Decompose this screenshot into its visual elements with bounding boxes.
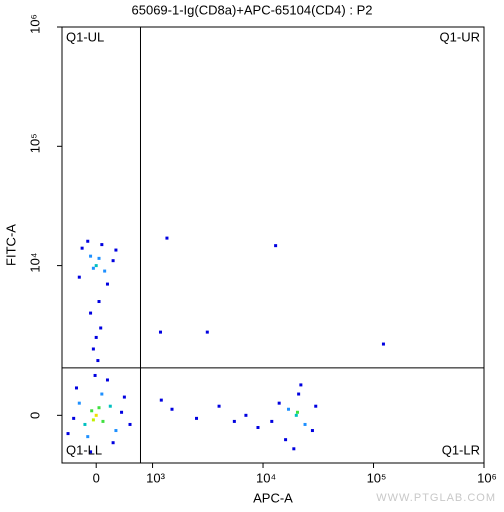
- point: [158, 330, 162, 334]
- point: [286, 407, 290, 411]
- x-tick-label: 0: [93, 470, 100, 485]
- point: [170, 407, 174, 411]
- point: [111, 259, 115, 263]
- point: [294, 413, 298, 417]
- quadrant-label: Q1-UR: [440, 29, 480, 44]
- point: [105, 378, 109, 382]
- point: [381, 342, 385, 346]
- point: [274, 244, 278, 248]
- point: [74, 386, 78, 390]
- point: [94, 264, 98, 268]
- point: [205, 330, 209, 334]
- point: [303, 422, 307, 426]
- point: [103, 269, 107, 273]
- point: [90, 409, 94, 413]
- quadrant-label: Q1-LL: [66, 442, 102, 457]
- point: [91, 347, 95, 351]
- point: [244, 413, 248, 417]
- point: [120, 410, 124, 414]
- point: [96, 359, 100, 363]
- point: [284, 438, 288, 442]
- point: [86, 435, 90, 439]
- point: [159, 398, 163, 402]
- x-tick-label: 10³: [146, 470, 165, 485]
- point: [114, 429, 118, 433]
- point: [217, 404, 221, 408]
- watermark: WWW.PTGLAB.COM: [376, 492, 496, 504]
- point: [97, 406, 101, 410]
- point: [77, 401, 81, 405]
- point: [77, 275, 81, 279]
- point: [86, 239, 90, 243]
- point: [93, 373, 97, 377]
- point: [94, 413, 98, 417]
- point: [89, 450, 93, 454]
- y-tick-label: 10⁶: [27, 14, 42, 34]
- plot-frame: [61, 26, 485, 464]
- point: [91, 418, 95, 422]
- point: [108, 404, 112, 408]
- point: [314, 404, 318, 408]
- point: [99, 326, 103, 330]
- point: [299, 383, 303, 387]
- point: [72, 416, 76, 420]
- point: [80, 246, 84, 250]
- x-axis-label: APC-A: [253, 490, 293, 505]
- point: [295, 410, 299, 414]
- point: [66, 432, 70, 436]
- point: [165, 236, 169, 240]
- point: [105, 282, 109, 286]
- point: [297, 392, 301, 396]
- y-tick-label: 0: [27, 412, 42, 419]
- point: [91, 266, 95, 270]
- point: [277, 401, 281, 405]
- point: [100, 392, 104, 396]
- point: [100, 243, 104, 247]
- point: [310, 429, 314, 433]
- x-tick-label: 10⁶: [477, 470, 497, 485]
- point: [256, 425, 260, 429]
- y-tick-label: 10⁵: [27, 133, 42, 153]
- point: [270, 419, 274, 423]
- point: [122, 395, 126, 399]
- point: [97, 256, 101, 260]
- y-tick-label: 10⁴: [27, 253, 42, 273]
- point: [292, 447, 296, 451]
- point: [94, 335, 98, 339]
- point: [111, 441, 115, 445]
- chart-title: 65069-1-Ig(CD8a)+APC-65104(CD4) : P2: [132, 2, 373, 17]
- point: [114, 248, 118, 252]
- point: [97, 300, 101, 304]
- point: [232, 419, 236, 423]
- x-tick-label: 10⁵: [367, 470, 387, 485]
- point: [101, 419, 105, 423]
- quadrant-label: Q1-LR: [442, 442, 480, 457]
- point: [195, 416, 199, 420]
- point: [89, 311, 93, 315]
- point: [83, 422, 87, 426]
- quadrant-label: Q1-UL: [66, 29, 104, 44]
- y-axis-label: FITC-A: [3, 224, 18, 266]
- x-tick-label: 10⁴: [256, 470, 276, 485]
- point: [89, 254, 93, 258]
- point: [128, 422, 132, 426]
